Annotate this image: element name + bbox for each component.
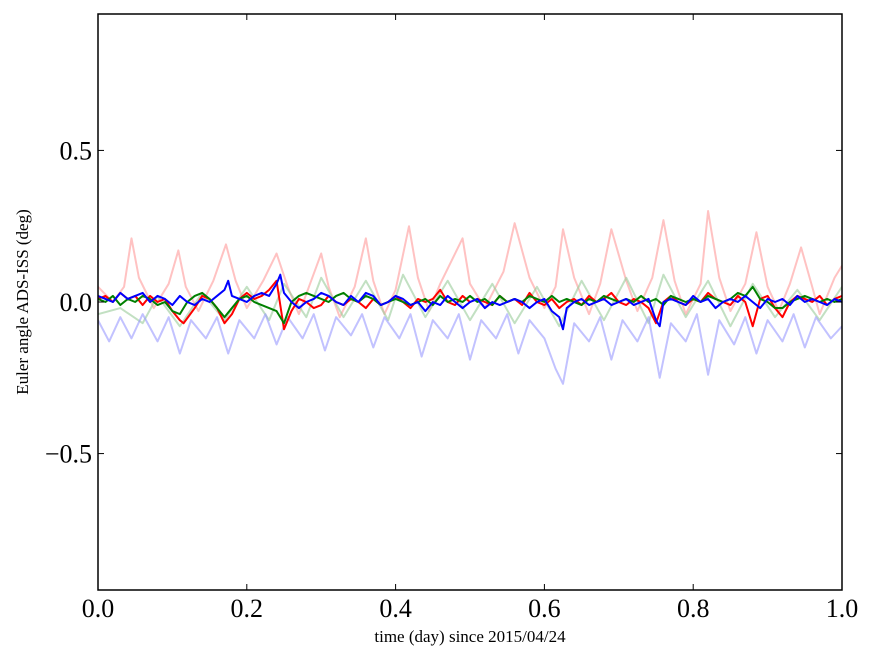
series-line-5 (98, 285, 842, 325)
y-tick-label: 0.5 (60, 136, 93, 165)
x-axis-label: time (day) since 2015/04/24 (374, 627, 566, 646)
x-tick-label: 1.0 (826, 594, 859, 623)
tick-layer: 0.0 0.2 0.4 0.6 0.8 1.0 −0.5 0.0 0.5 (45, 14, 858, 623)
x-tick-label: 0.0 (82, 594, 115, 623)
x-tick-label: 0.2 (231, 594, 264, 623)
x-tick-label: 0.6 (528, 594, 561, 623)
x-tick-label: 0.8 (677, 594, 710, 623)
series-line-1 (98, 210, 842, 319)
series-layer (98, 210, 842, 385)
y-axis-label: Euler angle ADS-ISS (deg) (13, 209, 32, 395)
series-line-6 (98, 273, 842, 331)
y-tick-label: 0.0 (60, 288, 93, 317)
series-line-3 (98, 313, 842, 385)
x-tick-label: 0.4 (379, 594, 412, 623)
y-tick-label: −0.5 (45, 440, 92, 469)
